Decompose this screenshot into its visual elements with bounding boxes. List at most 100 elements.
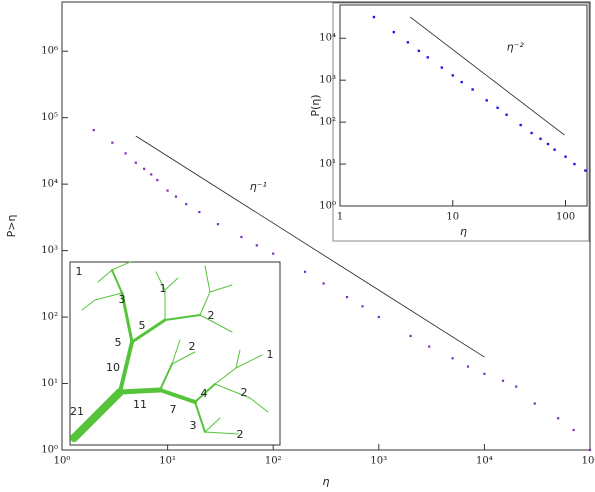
reference-label: η⁻¹ xyxy=(250,180,267,193)
data-point xyxy=(156,179,159,182)
y-tick-label: 10² xyxy=(319,117,336,128)
x-tick-label: 10 xyxy=(446,212,459,223)
y-tick-label: 10⁴ xyxy=(41,179,58,190)
data-point xyxy=(485,99,488,102)
data-point xyxy=(216,223,220,226)
data-point xyxy=(198,210,201,214)
data-point xyxy=(392,30,396,34)
tree-label: 4 xyxy=(201,387,208,400)
y-tick-label: 10⁰ xyxy=(41,445,58,456)
y-tick-label: 10¹ xyxy=(319,159,336,170)
x-tick-label: 10¹ xyxy=(159,456,176,467)
data-point xyxy=(519,123,522,127)
data-point xyxy=(111,141,114,144)
data-point xyxy=(466,365,470,368)
data-point xyxy=(584,169,587,172)
data-point xyxy=(460,80,463,84)
data-point xyxy=(451,357,454,360)
data-point xyxy=(496,106,499,109)
data-point xyxy=(440,66,444,69)
y-tick-label: 10⁶ xyxy=(41,46,58,57)
data-point xyxy=(174,195,178,198)
tree-branches xyxy=(70,261,269,442)
data-point xyxy=(124,152,127,155)
data-point xyxy=(451,74,454,77)
x-tick-label: 10⁰ xyxy=(54,456,71,467)
data-point xyxy=(240,235,243,239)
y-tick-label: 10⁴ xyxy=(319,33,336,44)
data-point xyxy=(417,49,421,53)
x-tick-label: 10³ xyxy=(370,456,387,467)
y-tick-label: 10² xyxy=(41,312,58,323)
data-point xyxy=(515,385,518,388)
x-axis-label: η xyxy=(323,475,330,488)
data-point xyxy=(588,448,592,452)
data-point xyxy=(361,305,364,308)
y-axis-label: P(η) xyxy=(309,94,322,116)
data-point xyxy=(546,142,550,146)
data-point xyxy=(322,282,325,285)
y-tick-label: 10³ xyxy=(319,75,336,86)
x-axis-label: η xyxy=(460,225,467,238)
data-point xyxy=(471,88,474,91)
data-point xyxy=(272,252,275,255)
chart-0: 10⁰ 10¹ 10² 10³ 10⁴ 10⁵ 10⁰ 10¹ 10² 10³ 10⁴ 10⁵ 10⁶ η… xyxy=(5,1,595,488)
tree-label: 21 xyxy=(70,405,84,418)
plot-frame xyxy=(61,1,591,451)
tree-label: 2 xyxy=(237,428,244,441)
data-point xyxy=(572,428,575,432)
tree-label: 1 xyxy=(76,265,83,278)
x-tick-label: 1 xyxy=(337,212,343,223)
data-point xyxy=(564,155,567,158)
chart-1: 1 10 100 10⁰ 10¹ 10² 10³ 10⁴ η P(η) η⁻² xyxy=(309,2,590,242)
data-point xyxy=(92,129,95,132)
data-point xyxy=(372,15,376,19)
y-axis-label: P>η xyxy=(5,215,18,238)
data-point xyxy=(428,345,431,348)
data-point xyxy=(530,131,533,135)
tree-label: 1 xyxy=(267,348,274,361)
plot-frame xyxy=(339,4,588,207)
data-point xyxy=(406,41,410,44)
y-tick-label: 10¹ xyxy=(41,378,58,389)
x-tick-label: 10² xyxy=(265,456,282,467)
y-tick-label: 10⁵ xyxy=(41,112,58,123)
data-point xyxy=(255,244,258,247)
data-point xyxy=(377,315,380,319)
tree-label: 5 xyxy=(139,319,146,332)
data-point xyxy=(150,173,153,176)
data-point xyxy=(505,113,508,116)
data-point xyxy=(409,334,412,338)
data-point xyxy=(303,270,307,273)
tree-label: 7 xyxy=(170,403,177,416)
data-point xyxy=(557,417,560,420)
data-point xyxy=(483,372,486,375)
data-point xyxy=(166,189,169,192)
tree-label: 1 xyxy=(160,282,167,295)
tree-label: 10 xyxy=(106,361,120,374)
x-tick-label: 10⁵ xyxy=(582,456,595,467)
reference-line xyxy=(135,135,485,358)
data-point xyxy=(573,162,576,166)
data-point xyxy=(426,56,429,59)
reference-label: η⁻² xyxy=(507,41,525,54)
tree-label: 2 xyxy=(189,340,196,353)
tree-label: 3 xyxy=(190,419,197,432)
data-point xyxy=(185,203,188,206)
y-tick-label: 10⁰ xyxy=(319,201,336,212)
tree-label: 2 xyxy=(208,309,215,322)
y-tick-label: 10³ xyxy=(41,245,58,256)
x-tick-label: 100 xyxy=(556,212,575,223)
data-point xyxy=(501,379,505,382)
tree-label: 3 xyxy=(119,293,126,306)
data-point xyxy=(345,295,349,299)
data-point xyxy=(143,167,146,170)
tree-label: 2 xyxy=(241,386,248,399)
inset-frame xyxy=(332,2,590,242)
data-point xyxy=(553,148,556,151)
data-point xyxy=(533,402,536,405)
tree-label: 11 xyxy=(133,398,147,411)
data-point xyxy=(539,137,542,141)
